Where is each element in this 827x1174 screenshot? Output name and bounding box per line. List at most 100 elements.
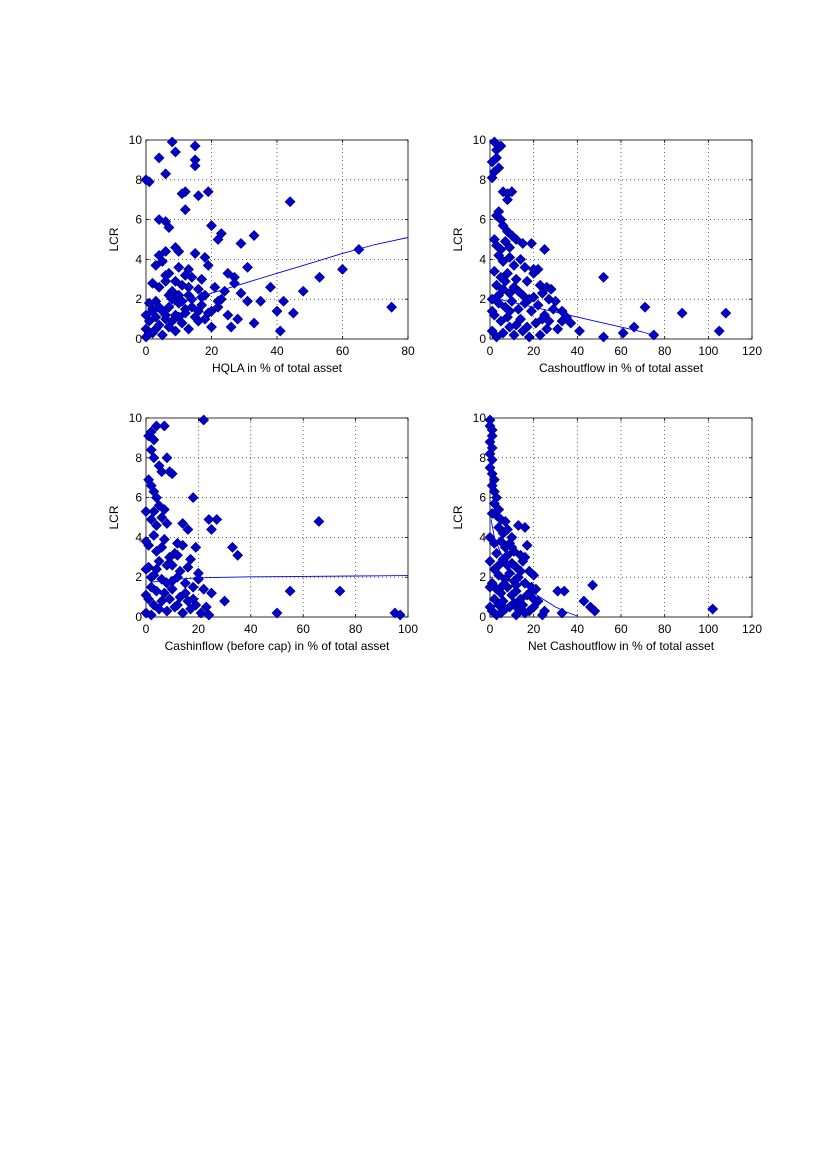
data-point (158, 587, 170, 599)
y-tick-label: 2 (135, 570, 142, 584)
data-point (271, 607, 283, 619)
data-point (497, 327, 509, 339)
data-point (232, 313, 244, 325)
data-point (206, 321, 217, 333)
data-point (189, 140, 201, 152)
x-tick-label: 60 (297, 622, 311, 636)
data-point (707, 603, 719, 615)
data-point (394, 609, 406, 621)
data-point (151, 585, 162, 597)
x-axis-label: Net Cashoutflow in % of total asset (528, 639, 715, 653)
y-tick-label: 10 (129, 411, 143, 425)
y-tick-label: 6 (479, 491, 486, 505)
data-point (499, 603, 511, 615)
data-point (212, 301, 224, 313)
data-point (528, 569, 540, 581)
data-point (160, 168, 172, 180)
data-point (521, 275, 533, 287)
data-point (598, 331, 609, 343)
x-tick-label: 40 (571, 622, 585, 636)
data-point (153, 555, 165, 567)
data-point (499, 275, 511, 287)
scatter-panel-2: 0 20 40 60 80 100 120 0 2 4 6 8 10 Cashoutflow in % o… (451, 133, 762, 375)
data-point (140, 589, 152, 601)
data-point (173, 246, 185, 257)
data-point (484, 555, 496, 567)
x-tick-label: 60 (336, 344, 350, 358)
data-point (510, 579, 522, 591)
data-point (182, 561, 194, 573)
data-point (163, 222, 175, 233)
data-point (493, 559, 505, 571)
data-point (177, 518, 189, 529)
data-point (235, 238, 247, 249)
data-point (198, 414, 210, 426)
data-point (519, 551, 531, 563)
data-point (183, 323, 194, 335)
data-point (185, 603, 196, 615)
data-point (211, 514, 223, 525)
data-point (170, 146, 181, 158)
y-tick-label: 0 (479, 610, 486, 624)
x-tick-label: 20 (527, 622, 541, 636)
data-point (491, 331, 502, 343)
data-point (639, 301, 651, 313)
y-tick-label: 4 (135, 252, 142, 266)
data-point (166, 468, 178, 480)
data-point (190, 541, 202, 553)
data-point (151, 492, 162, 504)
data-point (556, 315, 568, 327)
data-point (145, 426, 157, 438)
data-point (235, 287, 247, 299)
data-point (526, 305, 537, 317)
y-tick-label: 8 (479, 451, 486, 465)
data-point (145, 609, 157, 621)
x-tick-label: 20 (205, 344, 219, 358)
data-point (506, 295, 518, 307)
data-point (148, 434, 160, 446)
data-point (386, 301, 398, 313)
data-point (225, 321, 237, 333)
data-point (156, 329, 168, 341)
data-point (151, 563, 162, 575)
data-point (598, 271, 609, 283)
data-point (148, 529, 160, 541)
y-axis-label: LCR (451, 505, 465, 529)
data-point (532, 299, 544, 311)
data-point (187, 581, 199, 593)
data-point (495, 140, 507, 152)
data-point (172, 549, 183, 561)
data-point (486, 305, 498, 317)
data-point (504, 321, 516, 333)
data-point (278, 295, 289, 307)
data-point (517, 238, 529, 249)
data-point (543, 315, 555, 327)
data-point (177, 539, 189, 551)
data-point (163, 289, 175, 301)
data-point (248, 230, 260, 241)
data-point (166, 559, 178, 571)
data-point (196, 273, 208, 285)
data-point (486, 172, 498, 184)
data-point (150, 323, 162, 335)
data-point (504, 567, 516, 579)
data-point (574, 325, 585, 337)
data-point (536, 609, 548, 621)
data-point (156, 512, 168, 523)
data-layer (486, 136, 732, 343)
data-point (495, 315, 507, 327)
data-point (720, 307, 732, 319)
data-point (185, 553, 196, 565)
data-point (617, 327, 629, 339)
data-point (143, 327, 155, 339)
data-point (156, 541, 168, 553)
x-tick-label: 0 (143, 622, 150, 636)
data-point (534, 329, 546, 341)
data-point (187, 593, 199, 605)
y-tick-label: 4 (479, 530, 486, 544)
data-point (202, 259, 214, 271)
data-point (153, 281, 165, 293)
data-point (179, 587, 191, 599)
